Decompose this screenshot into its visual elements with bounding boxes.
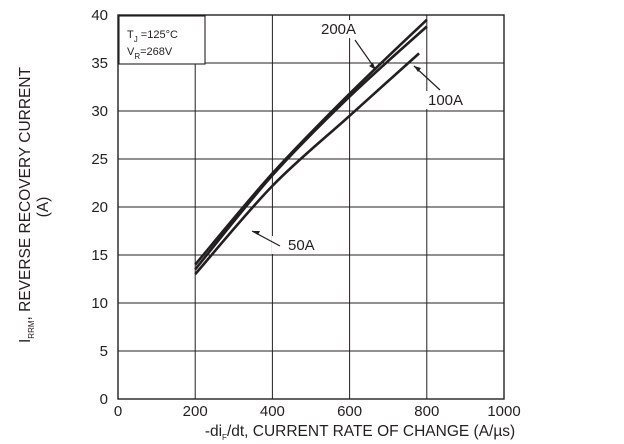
series-line-100a: [194, 25, 428, 271]
arrow-head-100a: [414, 66, 421, 72]
series-line-50a: [194, 52, 420, 276]
series-lines: [194, 18, 428, 276]
x-axis-title: -diF/dt, CURRENT RATE OF CHANGE (A/µs): [205, 423, 515, 442]
y-tick-label: 40: [91, 7, 108, 24]
y-tick-label: 25: [91, 151, 108, 168]
curve-annotations: 200A 100A 50A: [251, 20, 474, 254]
x-tick-label: 1000: [487, 403, 520, 420]
y-tick-label: 5: [100, 343, 108, 360]
arrow-head-200a: [369, 63, 376, 70]
x-tick-label: 0: [114, 403, 122, 420]
x-tick-label: 400: [260, 403, 285, 420]
grid: [118, 15, 504, 399]
y-tick-label: 35: [91, 55, 108, 72]
plot-frame: [117, 14, 505, 400]
x-tick-label: 800: [414, 403, 439, 420]
label-50a: 50A: [288, 237, 315, 254]
y-axis-title: IRRM, REVERSE RECOVERY CURRENT: [17, 66, 36, 343]
y-tick-label: 30: [91, 103, 108, 120]
x-tick-label: 600: [337, 403, 362, 420]
conditions-box: TJ =125°C VR=268V: [118, 15, 206, 65]
tj-condition: TJ =125°C: [127, 29, 178, 44]
label-200a: 200A: [321, 21, 356, 38]
y-tick-labels: 0 5 10 15 20 25 30 35 40: [91, 7, 108, 408]
y-tick-label: 0: [100, 391, 108, 408]
series-line-200a: [194, 18, 428, 266]
x-tick-label: 200: [183, 403, 208, 420]
y-tick-label: 10: [91, 295, 108, 312]
y-tick-label: 20: [91, 199, 108, 216]
vr-condition: VR=268V: [127, 46, 173, 61]
y-axis-title-unit: (A): [35, 197, 52, 218]
x-tick-labels: 0 200 400 600 800 1000: [114, 403, 521, 420]
arrow-head-50a: [252, 231, 260, 235]
y-tick-label: 15: [91, 247, 108, 264]
label-100a: 100A: [428, 92, 463, 109]
